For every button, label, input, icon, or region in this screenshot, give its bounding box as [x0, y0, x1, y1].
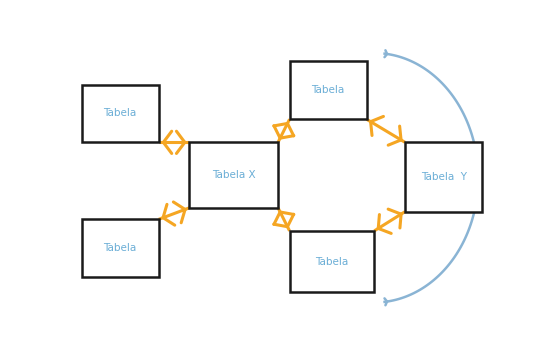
Text: Tabela: Tabela	[103, 243, 137, 253]
Bar	[81, 84, 159, 142]
Bar	[290, 231, 375, 293]
Text: Tabela X: Tabela X	[212, 170, 256, 180]
Bar	[405, 142, 482, 212]
Bar	[189, 142, 278, 208]
Bar	[290, 62, 367, 119]
Text: Tabela  Y: Tabela Y	[421, 172, 466, 182]
Text: Tabela: Tabela	[315, 257, 349, 267]
Text: Tabela: Tabela	[311, 86, 345, 95]
Text: Tabela: Tabela	[103, 108, 137, 119]
Bar	[81, 219, 159, 277]
